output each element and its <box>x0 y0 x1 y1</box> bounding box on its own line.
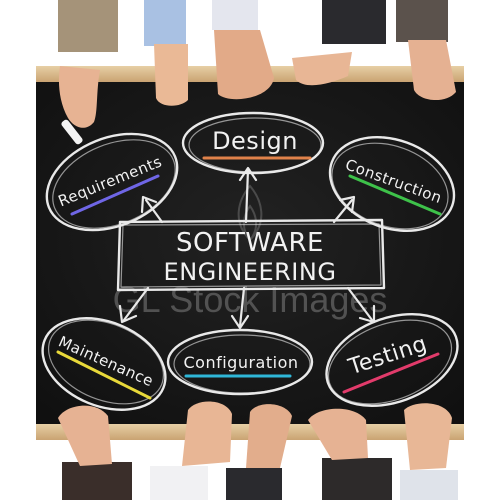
sleeve-brown <box>396 0 448 42</box>
bottom-hands <box>58 401 458 500</box>
hand-icon <box>154 44 188 106</box>
sleeve-white <box>150 466 208 500</box>
node-configuration: Configuration <box>166 328 314 396</box>
title-line2: ENGINEERING <box>164 258 337 286</box>
maintenance-underline <box>56 350 152 400</box>
hand-icon <box>404 403 452 470</box>
chalk-icon <box>61 119 83 145</box>
arrowhead-configuration <box>230 314 250 330</box>
sleeve-dark <box>322 0 386 44</box>
design-label: Design <box>212 127 298 155</box>
hand-icon <box>58 405 112 466</box>
arrow-maintenance <box>122 286 150 322</box>
title-line1: SOFTWARE <box>176 228 324 258</box>
arrow-configuration <box>238 286 246 328</box>
hand-icon <box>292 52 352 86</box>
hand-icon <box>214 30 274 100</box>
requirements-underline <box>70 174 160 216</box>
title-box: SOFTWARE ENGINEERING <box>116 218 386 292</box>
arrowhead-maintenance <box>118 304 138 324</box>
hand-icon <box>408 40 456 101</box>
testing-underline <box>342 352 440 394</box>
watermark-logo-icon <box>237 184 263 242</box>
sleeve-grey <box>400 470 458 500</box>
construction-underline <box>348 174 442 216</box>
sleeve-tan <box>58 0 118 52</box>
sleeve-black <box>226 468 282 500</box>
arrowhead-requirements <box>140 195 158 214</box>
node-design: Design <box>181 111 325 175</box>
sleeve-black <box>322 458 392 500</box>
sleeve-dark-brown <box>62 462 132 500</box>
hand-icon <box>58 66 100 128</box>
sleeve-checked <box>144 0 186 46</box>
hand-icon <box>308 408 368 460</box>
arrow-design <box>244 168 250 224</box>
arrow-requirements <box>144 198 164 224</box>
hand-icon <box>246 404 292 468</box>
arrow-construction <box>332 198 354 224</box>
arrowhead-design <box>238 166 258 182</box>
top-hands <box>58 0 456 145</box>
configuration-label: Configuration <box>183 353 298 372</box>
arrowhead-construction <box>338 195 356 214</box>
sleeve-white <box>212 0 258 30</box>
hand-icon <box>182 401 232 466</box>
arrow-testing <box>346 286 374 322</box>
